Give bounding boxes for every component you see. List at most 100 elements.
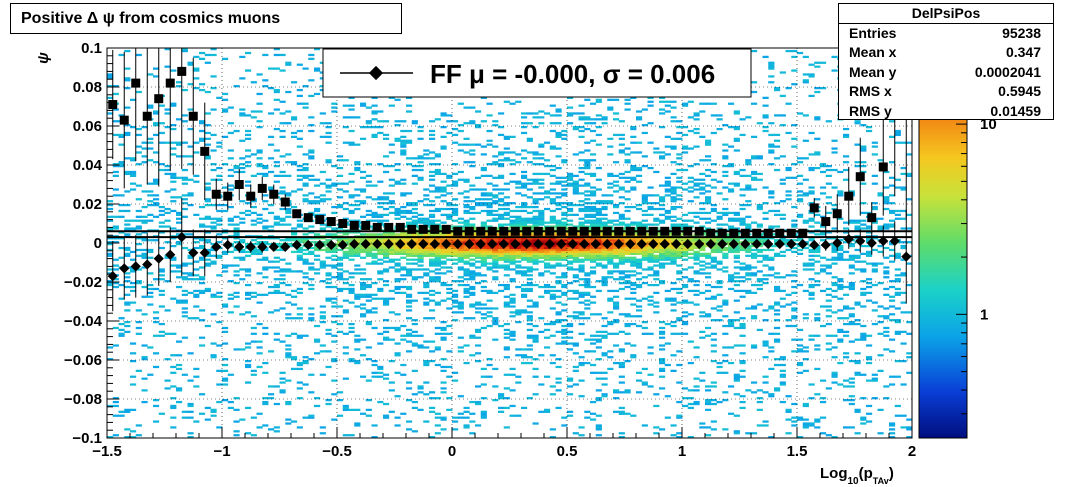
heatmap-cell bbox=[406, 110, 413, 113]
heatmap-cell bbox=[590, 215, 597, 218]
heatmap-cell bbox=[544, 112, 551, 115]
heatmap-cell bbox=[578, 225, 585, 228]
heatmap-cell bbox=[141, 266, 148, 269]
heatmap-cell bbox=[521, 174, 528, 177]
heatmap-cell bbox=[457, 170, 464, 174]
heatmap-cell bbox=[647, 194, 654, 197]
heatmap-cell bbox=[153, 151, 160, 154]
heatmap-cell bbox=[469, 274, 476, 277]
heatmap-cell bbox=[452, 239, 459, 242]
heatmap-cell bbox=[164, 211, 171, 215]
heatmap-cell bbox=[722, 248, 729, 252]
heatmap-cell bbox=[532, 209, 539, 213]
heatmap-cell bbox=[676, 363, 683, 367]
heatmap-cell bbox=[739, 360, 746, 363]
heatmap-cell bbox=[590, 272, 597, 275]
heatmap-cell bbox=[147, 73, 154, 76]
heatmap-cell bbox=[296, 381, 303, 384]
heatmap-cell bbox=[561, 416, 568, 419]
heatmap-cell bbox=[388, 410, 395, 413]
heatmap-cell bbox=[434, 153, 441, 156]
heatmap-cell bbox=[728, 248, 735, 252]
heatmap-cell bbox=[245, 184, 252, 187]
heatmap-cell bbox=[705, 289, 712, 293]
heatmap-cell bbox=[624, 217, 631, 220]
heatmap-cell bbox=[480, 285, 487, 289]
heatmap-cell bbox=[676, 126, 683, 129]
heatmap-cell bbox=[722, 198, 729, 201]
heatmap-cell bbox=[107, 215, 114, 218]
heatmap-cell bbox=[279, 217, 286, 220]
heatmap-cell bbox=[647, 250, 654, 254]
heatmap-cell bbox=[538, 252, 545, 255]
heatmap-cell bbox=[538, 410, 545, 413]
heatmap-cell bbox=[147, 291, 154, 294]
heatmap-cell bbox=[176, 264, 183, 267]
heatmap-cell bbox=[181, 141, 188, 144]
heatmap-cell bbox=[325, 159, 332, 162]
heatmap-cell bbox=[406, 248, 413, 252]
heatmap-cell bbox=[216, 217, 223, 220]
heatmap-cell bbox=[503, 328, 510, 332]
heatmap-cell bbox=[509, 293, 516, 296]
heatmap-cell bbox=[434, 207, 441, 211]
heatmap-cell bbox=[492, 248, 499, 252]
heatmap-cell bbox=[561, 342, 568, 345]
heatmap-cell bbox=[567, 176, 574, 179]
heatmap-cell bbox=[204, 248, 211, 252]
heatmap-cell bbox=[360, 313, 367, 316]
heatmap-cell bbox=[705, 283, 712, 287]
heatmap-cell bbox=[193, 274, 200, 277]
heatmap-cell bbox=[745, 274, 752, 277]
heatmap-cell bbox=[342, 104, 349, 107]
heatmap-cell bbox=[423, 233, 430, 236]
heatmap-cell bbox=[549, 192, 556, 195]
heatmap-cell bbox=[578, 254, 585, 257]
heatmap-cell bbox=[406, 299, 413, 302]
heatmap-cell bbox=[722, 211, 729, 215]
heatmap-cell bbox=[659, 330, 666, 333]
heatmap-cell bbox=[417, 233, 424, 236]
heatmap-cell bbox=[268, 237, 275, 240]
heatmap-cell bbox=[584, 338, 591, 341]
heatmap-cell bbox=[498, 258, 505, 261]
heatmap-cell bbox=[469, 237, 476, 240]
heatmap-cell bbox=[601, 237, 608, 240]
heatmap-cell bbox=[549, 250, 556, 254]
heatmap-cell bbox=[653, 223, 660, 226]
heatmap-cell bbox=[584, 159, 591, 162]
heatmap-cell bbox=[503, 207, 510, 211]
heatmap-cell bbox=[636, 204, 643, 207]
heatmap-cell bbox=[348, 287, 355, 291]
heatmap-cell bbox=[693, 145, 700, 148]
heatmap-cell bbox=[710, 239, 717, 242]
heatmap-cell bbox=[555, 133, 562, 137]
heatmap-cell bbox=[676, 264, 683, 267]
heatmap-cell bbox=[641, 367, 648, 371]
heatmap-cell bbox=[193, 278, 200, 281]
heatmap-cell bbox=[751, 432, 758, 435]
heatmap-cell bbox=[446, 233, 453, 236]
heatmap-cell bbox=[181, 289, 188, 293]
heatmap-cell bbox=[141, 313, 148, 316]
heatmap-cell bbox=[756, 244, 763, 248]
heatmap-cell bbox=[595, 252, 602, 255]
heatmap-cell bbox=[682, 301, 689, 304]
heatmap-cell bbox=[584, 248, 591, 252]
heatmap-cell bbox=[245, 293, 252, 296]
heatmap-cell bbox=[250, 110, 257, 113]
heatmap-cell bbox=[532, 182, 539, 185]
heatmap-cell bbox=[440, 260, 447, 263]
heatmap-cell bbox=[664, 252, 671, 255]
heatmap-cell bbox=[630, 297, 637, 300]
heatmap-cell bbox=[618, 348, 625, 351]
heatmap-cell bbox=[388, 233, 395, 236]
heatmap-cell bbox=[417, 157, 424, 160]
heatmap-cell bbox=[590, 363, 597, 367]
heatmap-cell bbox=[291, 233, 298, 236]
heatmap-cell bbox=[739, 204, 746, 207]
heatmap-cell bbox=[446, 217, 453, 220]
heatmap-cell bbox=[400, 143, 407, 146]
heatmap-cell bbox=[233, 305, 240, 308]
heatmap-cell bbox=[751, 237, 758, 240]
